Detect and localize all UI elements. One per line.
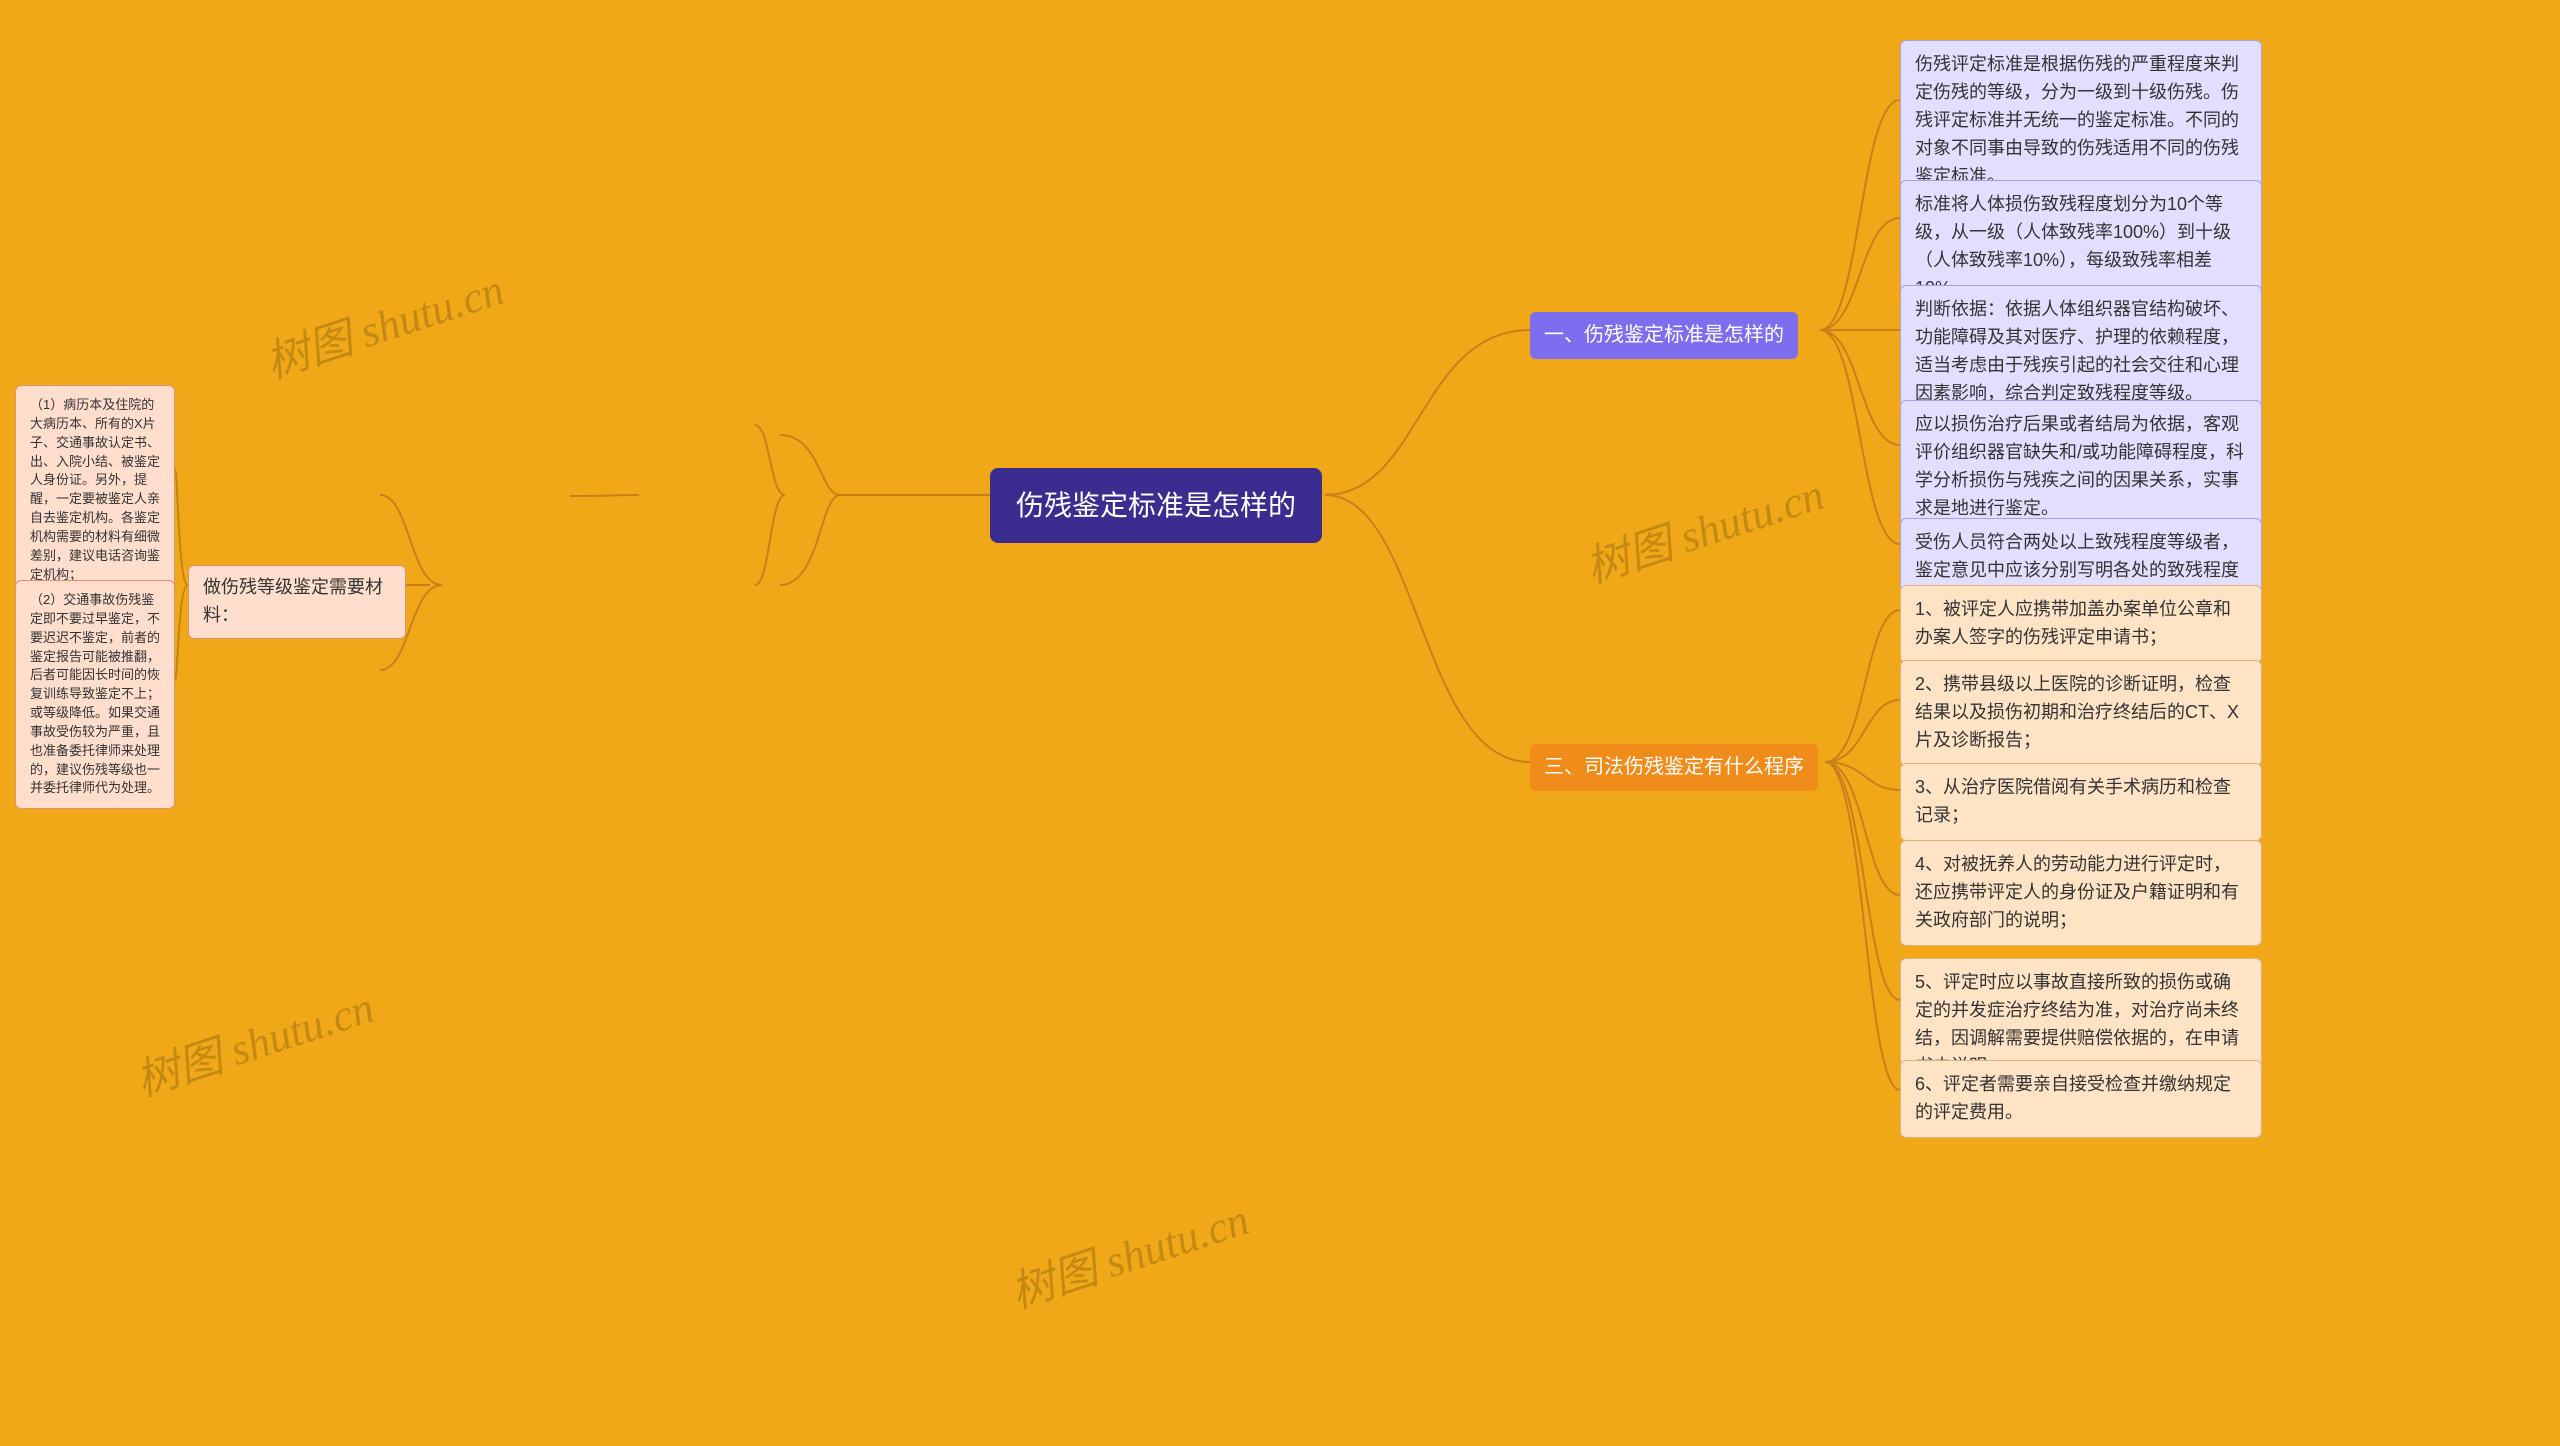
branch3-leaf: 4、对被抚养人的劳动能力进行评定时，还应携带评定人的身份证及户籍证明和有关政府部… — [1900, 840, 2262, 946]
branch3-leaf: 2、携带县级以上医院的诊断证明，检查结果以及损伤初期和治疗终结后的CT、X片及诊… — [1900, 660, 2262, 766]
watermark: 树图 shutu.cn — [256, 253, 511, 390]
materials-label[interactable]: 做伤残等级鉴定需要材料： — [188, 565, 406, 639]
branch-3[interactable]: 三、司法伤残鉴定有什么程序 — [1530, 744, 1818, 791]
watermark: 树图 shutu.cn — [126, 971, 381, 1108]
materials-leaf-1: （1）病历本及住院的大病历本、所有的X片子、交通事故认定书、出、入院小结、被鉴定… — [15, 385, 175, 595]
branch1-leaf: 判断依据：依据人体组织器官结构破坏、功能障碍及其对医疗、护理的依赖程度，适当考虑… — [1900, 285, 2262, 419]
watermark: 树图 shutu.cn — [1576, 458, 1831, 595]
branch1-leaf: 伤残评定标准是根据伤残的严重程度来判定伤残的等级，分为一级到十级伤残。伤残评定标… — [1900, 40, 2262, 201]
branch-1[interactable]: 一、伤残鉴定标准是怎样的 — [1530, 312, 1798, 359]
branch3-leaf: 3、从治疗医院借阅有关手术病历和检查记录； — [1900, 763, 2262, 841]
watermark: 树图 shutu.cn — [1001, 1183, 1256, 1320]
materials-leaf-2: （2）交通事故伤残鉴定即不要过早鉴定，不要迟迟不鉴定，前者的鉴定报告可能被推翻，… — [15, 580, 175, 809]
branch3-leaf: 1、被评定人应携带加盖办案单位公章和办案人签字的伤残评定申请书； — [1900, 585, 2262, 663]
branch3-leaf: 6、评定者需要亲自接受检查并缴纳规定的评定费用。 — [1900, 1060, 2262, 1138]
root-node[interactable]: 伤残鉴定标准是怎样的 — [990, 468, 1322, 543]
branch1-leaf: 应以损伤治疗后果或者结局为依据，客观评价组织器官缺失和/或功能障碍程度，科学分析… — [1900, 400, 2262, 534]
